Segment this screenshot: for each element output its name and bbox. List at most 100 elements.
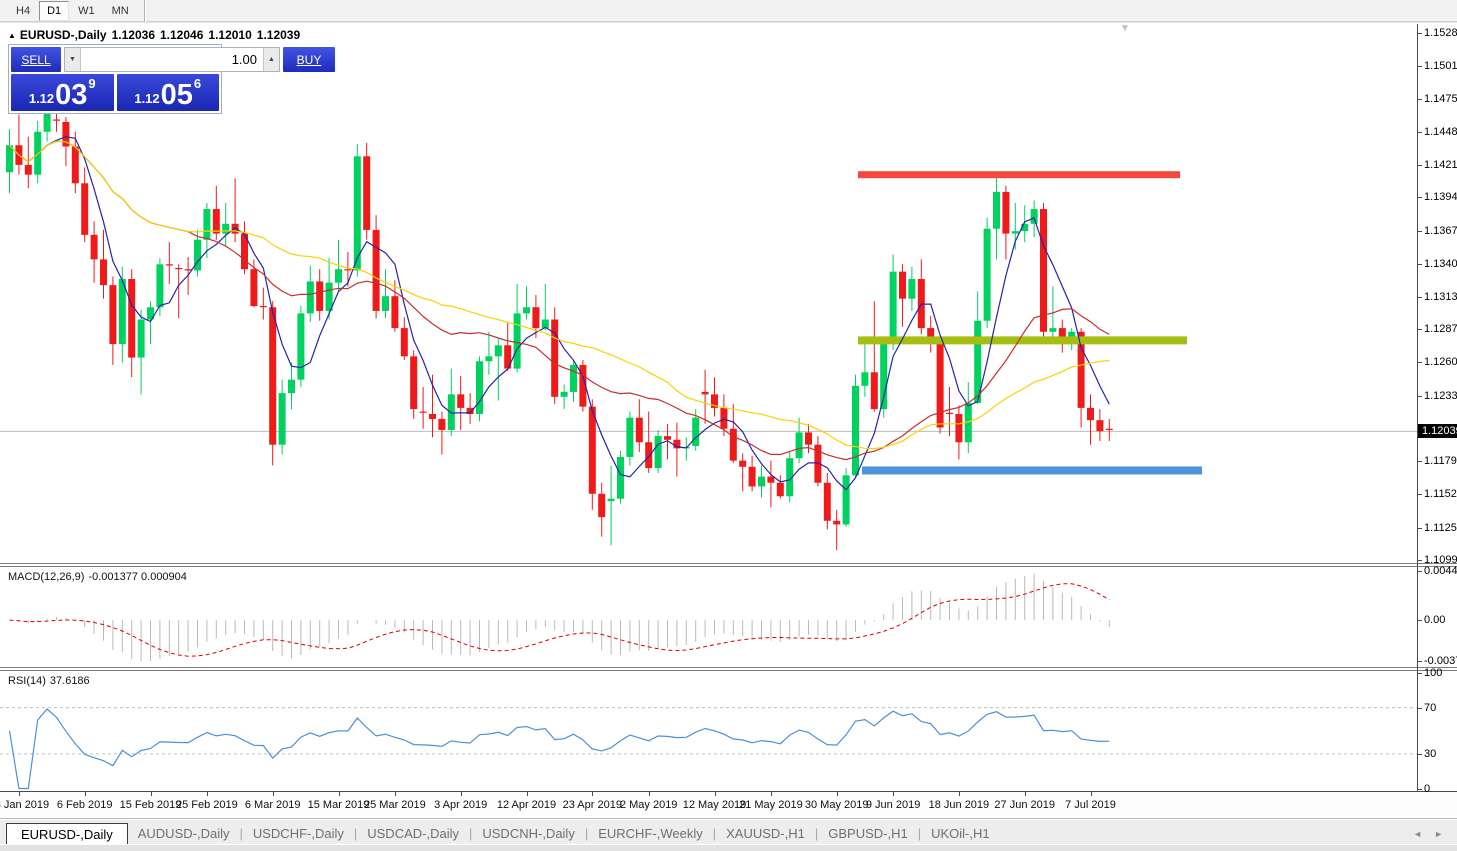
main-price-chart[interactable]: [0, 24, 1417, 563]
tabbar-divider: [0, 818, 1457, 821]
buy-price-box[interactable]: 1.12 05 6: [116, 74, 219, 111]
candle-body: [1077, 331, 1085, 408]
candle-body: [118, 279, 126, 345]
tab-eurusd-daily[interactable]: EURUSD-,Daily: [6, 823, 128, 845]
date-axis-label: 2 May 2019: [619, 799, 678, 811]
candle-body: [617, 456, 624, 499]
price-axis-tick: [1418, 296, 1422, 298]
timeframe-w1[interactable]: W1: [78, 4, 95, 17]
buy-price-big: 05: [160, 79, 193, 111]
tab-eurchf-weekly[interactable]: EURCHF-,Weekly: [598, 826, 703, 841]
candle-body: [288, 379, 295, 394]
candle-body: [325, 282, 333, 311]
sell-button[interactable]: SELL: [11, 47, 61, 72]
date-axis-tick: [84, 792, 86, 796]
candle-body: [335, 269, 342, 283]
date-axis-tick: [18, 792, 20, 796]
sell-price-pip: 9: [88, 76, 96, 91]
chart-shift-marker-icon[interactable]: ▼: [1120, 23, 1130, 34]
volume-increase-icon[interactable]: ▲: [263, 48, 279, 71]
candle-body: [184, 269, 192, 271]
date-axis-label: 25 Mar 2019: [364, 799, 426, 811]
price-axis-tick: [1418, 263, 1422, 265]
candle-body: [419, 411, 427, 413]
volume-stepper: ▼ ▲: [64, 47, 280, 72]
macd-axis-tick: [1418, 571, 1422, 572]
date-axis-tick: [1090, 792, 1092, 796]
tab-audusd-daily[interactable]: AUDUSD-,Daily: [137, 826, 230, 841]
candle-body: [899, 271, 906, 299]
candle-body: [400, 328, 408, 357]
tab-usdcad-daily[interactable]: USDCAD-,Daily: [367, 826, 459, 841]
tab-scroll-left-icon[interactable]: ◄: [1413, 829, 1423, 839]
macd-axis-label: -0.003715: [1424, 655, 1457, 667]
candle-body: [1011, 231, 1019, 234]
date-axis-tick: [648, 792, 650, 796]
tab-separator: |: [814, 826, 819, 841]
price-axis-border: [1417, 24, 1418, 792]
rsi-axis-label: 0: [1424, 782, 1431, 795]
candle-body: [711, 394, 718, 408]
candle-body: [513, 313, 521, 369]
macd-axis-label: 0.00: [1424, 614, 1446, 627]
sell-price-box[interactable]: 1.12 03 9: [11, 74, 114, 111]
buy-button[interactable]: BUY: [283, 47, 335, 72]
horizontal-level-line-0[interactable]: [858, 171, 1180, 179]
candle-body: [1030, 209, 1038, 224]
candle-body: [1002, 191, 1010, 234]
candle-body: [109, 285, 117, 345]
date-axis-tick: [206, 792, 208, 796]
timeframe-d1[interactable]: D1: [39, 0, 70, 21]
tab-usdchf-daily[interactable]: USDCHF-,Daily: [252, 826, 344, 841]
macd-histogram: [18, 573, 1110, 661]
price-axis-label: 1.13405: [1424, 257, 1457, 270]
price-axis-label: 1.11525: [1424, 488, 1457, 501]
candle-body: [692, 417, 700, 446]
candle-body: [814, 444, 822, 483]
candle-body: [833, 520, 841, 525]
candle-body: [598, 493, 606, 518]
price-axis-label: 1.13945: [1424, 191, 1457, 204]
price-axis-label: 1.12330: [1424, 389, 1457, 402]
pane-splitter[interactable]: [0, 563, 1457, 567]
collapse-panel-icon[interactable]: ▲: [8, 31, 16, 40]
ohlc-close: 1.12039: [256, 28, 301, 42]
tab-separator: |: [239, 826, 243, 841]
volume-decrease-icon[interactable]: ▼: [65, 48, 81, 71]
timeframe-mn[interactable]: MN: [111, 4, 129, 17]
date-axis-label: 21 May 2019: [739, 799, 803, 811]
candle-body: [607, 498, 615, 502]
candle-body: [805, 432, 812, 445]
tab-scroll-right-icon[interactable]: ►: [1434, 829, 1443, 839]
date-axis-label: 25 Feb 2019: [176, 799, 238, 811]
candle-body: [748, 466, 756, 487]
symbol-tabbar: EURUSD-,Daily AUDUSD-,Daily | USDCHF-,Daily…: [0, 820, 1457, 845]
date-axis-label: 6 Feb 2019: [56, 799, 113, 811]
timeframe-h4[interactable]: H4: [16, 4, 31, 17]
tab-separator: |: [917, 826, 922, 841]
candle-body: [570, 364, 577, 392]
rsi-value: 37.6186: [49, 675, 90, 687]
price-axis-label: 1.14750: [1424, 92, 1457, 105]
rsi-axis-label: 70: [1424, 701, 1437, 714]
price-axis-tick: [1418, 527, 1422, 529]
horizontal-level-line-2[interactable]: [862, 466, 1202, 475]
candle-body: [1096, 420, 1104, 432]
candle-body: [81, 183, 89, 235]
tab-xauusd-h1[interactable]: XAUUSD-,H1: [726, 826, 805, 841]
pane-splitter[interactable]: [0, 667, 1457, 671]
candle-body: [870, 372, 878, 410]
candle-body: [852, 385, 859, 476]
horizontal-level-line-1[interactable]: [858, 336, 1187, 345]
candle-body: [90, 234, 98, 260]
tab-ukoil-h1[interactable]: UKOil-,H1: [931, 826, 990, 841]
rsi-indicator-chart[interactable]: [0, 671, 1417, 791]
macd-indicator-chart[interactable]: [0, 567, 1417, 667]
date-axis[interactable]: [0, 792, 1457, 818]
buy-price-pip: 6: [193, 76, 202, 91]
tab-gbpusd-h1[interactable]: GBPUSD-,H1: [828, 826, 908, 841]
tab-usdcnh-daily[interactable]: USDCNH-,Daily: [482, 826, 575, 841]
volume-input[interactable]: [81, 48, 263, 71]
candle-body: [494, 345, 502, 357]
